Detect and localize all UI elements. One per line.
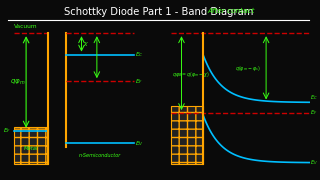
Text: $\chi$: $\chi$	[83, 40, 89, 48]
Text: After contact: After contact	[207, 8, 254, 14]
Text: $E_V$: $E_V$	[135, 139, 144, 148]
Text: n-Semiconductor: n-Semiconductor	[79, 153, 121, 158]
Text: $q\varphi_B=q(\varphi_m-\chi)$: $q\varphi_B=q(\varphi_m-\chi)$	[172, 69, 210, 78]
Text: $E_F$: $E_F$	[135, 77, 143, 85]
Text: Schottky Diode Part 1 - Band Diagram: Schottky Diode Part 1 - Band Diagram	[64, 7, 253, 17]
Text: Vacuum: Vacuum	[14, 24, 37, 29]
Text: $E_C$: $E_C$	[310, 93, 318, 102]
Polygon shape	[14, 127, 48, 165]
Text: $q\varphi_m$: $q\varphi_m$	[10, 77, 26, 87]
Text: $E_F$: $E_F$	[3, 126, 11, 135]
Text: $E_V$: $E_V$	[310, 158, 318, 167]
Text: $E_C$: $E_C$	[135, 50, 144, 59]
Polygon shape	[171, 106, 203, 165]
Text: $E_F$: $E_F$	[310, 109, 318, 118]
Text: $q(\varphi_m-\varphi_s)$: $q(\varphi_m-\varphi_s)$	[235, 64, 261, 73]
Text: Metal: Metal	[23, 146, 38, 151]
